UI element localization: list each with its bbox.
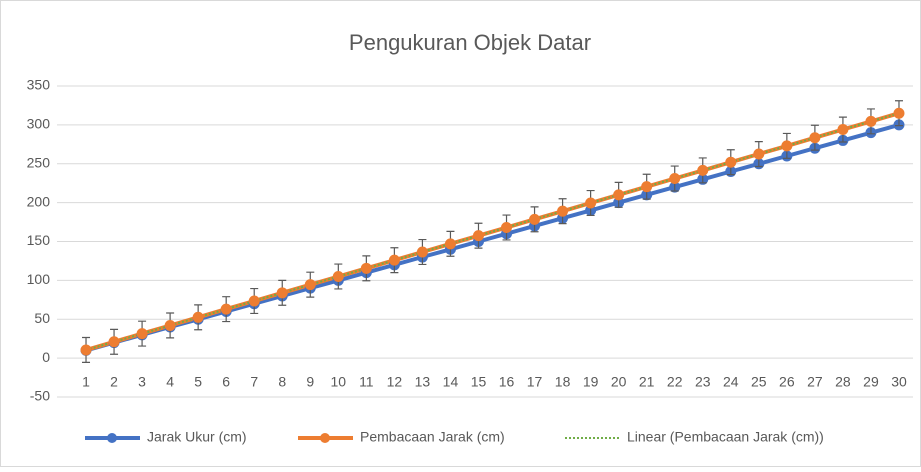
x-tick-label: 25 — [751, 374, 767, 390]
x-tick-label: 18 — [555, 374, 571, 390]
x-tick-label: 21 — [639, 374, 655, 390]
x-tick-label: 5 — [194, 374, 202, 390]
point-marker — [416, 246, 428, 258]
point-marker — [781, 140, 793, 152]
x-tick-label: 27 — [807, 374, 823, 390]
y-tick-label: 350 — [27, 77, 51, 93]
point-marker — [304, 279, 316, 291]
x-tick-label: 4 — [166, 374, 174, 390]
x-tick-label: 28 — [835, 374, 851, 390]
x-tick-label: 1 — [82, 374, 90, 390]
legend-marker — [320, 433, 330, 443]
x-tick-label: 9 — [306, 374, 314, 390]
x-tick-label: 16 — [499, 374, 515, 390]
legend-label: Pembacaan Jarak (cm) — [360, 429, 505, 445]
chart-title: Pengukuran Objek Datar — [349, 30, 591, 55]
x-tick-label: 10 — [331, 374, 347, 390]
legend-label: Jarak Ukur (cm) — [147, 429, 247, 445]
x-tick-label: 14 — [443, 374, 459, 390]
x-tick-label: 11 — [359, 374, 374, 390]
point-marker — [248, 295, 260, 307]
point-marker — [332, 270, 344, 282]
point-marker — [80, 344, 92, 356]
point-marker — [136, 328, 148, 340]
x-tick-label: 8 — [278, 374, 286, 390]
y-tick-label: 250 — [27, 154, 51, 170]
x-tick-label: 3 — [138, 374, 146, 390]
point-marker — [697, 164, 709, 176]
point-marker — [220, 303, 232, 315]
point-marker — [164, 319, 176, 331]
point-marker — [501, 222, 513, 234]
x-tick-label: 22 — [667, 374, 683, 390]
point-marker — [725, 156, 737, 168]
point-marker — [192, 311, 204, 323]
y-tick-label: 100 — [27, 271, 51, 287]
point-marker — [809, 132, 821, 144]
x-tick-label: 6 — [222, 374, 230, 390]
legend-label: Linear (Pembacaan Jarak (cm)) — [627, 429, 824, 445]
point-marker — [837, 124, 849, 136]
y-tick-label: 50 — [34, 310, 50, 326]
x-tick-label: 17 — [527, 374, 543, 390]
x-tick-label: 12 — [387, 374, 403, 390]
x-tick-label: 20 — [611, 374, 627, 390]
x-tick-label: 30 — [891, 374, 907, 390]
y-tick-label: 150 — [27, 232, 51, 248]
point-marker — [529, 213, 541, 225]
y-tick-label: 200 — [27, 193, 51, 209]
y-tick-label: 300 — [27, 116, 51, 132]
point-marker — [669, 173, 681, 185]
point-marker — [360, 262, 372, 274]
point-marker — [276, 287, 288, 299]
point-marker — [893, 107, 905, 119]
x-tick-label: 2 — [110, 374, 118, 390]
x-tick-label: 24 — [723, 374, 739, 390]
x-tick-label: 26 — [779, 374, 795, 390]
x-tick-label: 29 — [863, 374, 879, 390]
x-tick-label: 23 — [695, 374, 711, 390]
x-tick-label: 13 — [415, 374, 431, 390]
x-tick-label: 19 — [583, 374, 599, 390]
point-marker — [108, 336, 120, 348]
point-marker — [613, 189, 625, 201]
point-marker — [444, 238, 456, 250]
x-tick-label: 7 — [250, 374, 258, 390]
y-tick-label: 0 — [42, 349, 50, 365]
point-marker — [585, 197, 597, 209]
point-marker — [472, 230, 484, 242]
y-tick-label: -50 — [30, 388, 50, 404]
point-marker — [865, 115, 877, 127]
point-marker — [557, 205, 569, 217]
point-marker — [753, 148, 765, 160]
legend-marker — [107, 433, 117, 443]
point-marker — [641, 181, 653, 193]
point-marker — [388, 254, 400, 266]
x-tick-label: 15 — [471, 374, 487, 390]
